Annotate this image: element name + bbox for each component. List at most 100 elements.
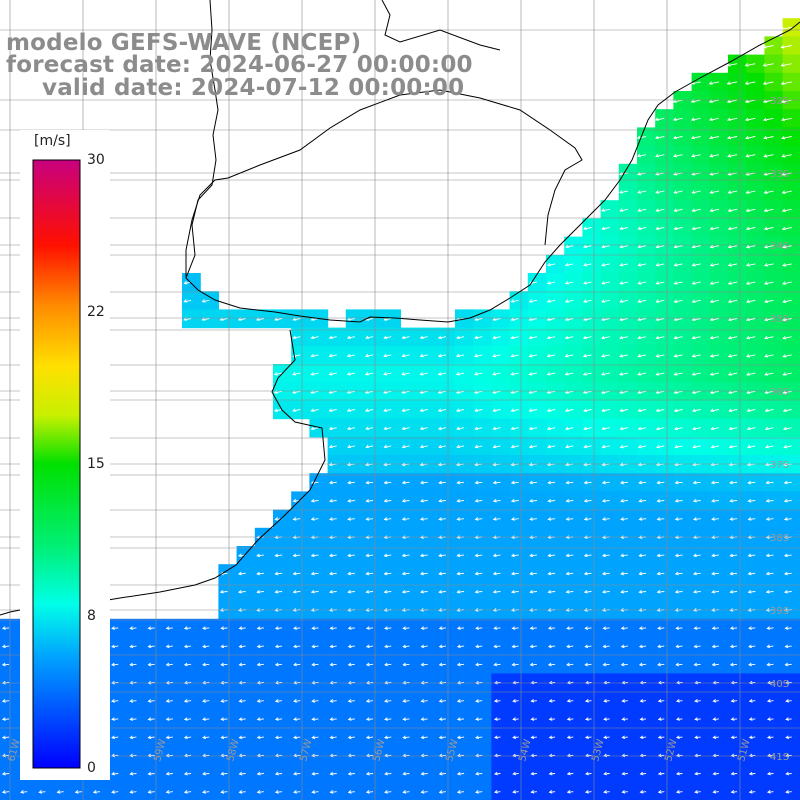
wind-cell (382, 418, 401, 438)
wind-cell (254, 582, 274, 602)
wind-arrow-head (456, 771, 461, 776)
wind-arrow-head (383, 372, 388, 376)
wind-cell (473, 746, 492, 765)
wind-cell (637, 364, 656, 383)
wind-arrow-head (565, 571, 570, 576)
wind-cell (18, 782, 37, 800)
wind-cell (236, 728, 256, 747)
wind-cell (218, 655, 238, 674)
wind-arrow (711, 500, 719, 502)
wind-arrow (511, 591, 519, 593)
wind-arrow-head (727, 263, 732, 267)
wind-arrow-head (111, 644, 115, 649)
wind-arrow-head (256, 553, 261, 558)
wind-arrow (730, 591, 738, 593)
wind-arrow-head (566, 771, 571, 776)
wind-arrow-head (438, 644, 443, 649)
wind-cell (509, 746, 529, 765)
wind-arrow-head (547, 662, 552, 667)
wind-arrow-head (493, 699, 498, 703)
wind-cell (455, 473, 474, 492)
wind-cell (546, 436, 565, 456)
wind-arrow (728, 336, 738, 339)
wind-cell (546, 655, 565, 674)
wind-cell (564, 418, 583, 438)
wind-arrow (712, 554, 719, 557)
wind-arrow (710, 372, 719, 376)
wind-arrow-head (729, 480, 734, 485)
wind-arrow-head (310, 498, 315, 503)
wind-cell (309, 691, 329, 711)
wind-arrow-head (546, 317, 551, 321)
wind-arrow-head (202, 644, 206, 649)
wind-arrow-head (365, 553, 370, 558)
wind-cell (582, 491, 602, 511)
wind-arrow (637, 154, 647, 157)
wind-cell (673, 709, 693, 729)
wind-arrow-head (384, 699, 388, 703)
wind-cell (382, 436, 401, 456)
wind-cell (382, 637, 401, 656)
wind-arrow-head (584, 790, 589, 794)
wind-arrow-head (493, 626, 498, 630)
wind-cell (691, 436, 711, 456)
wind-cell (764, 782, 784, 800)
wind-arrow-head (492, 589, 497, 594)
wind-cell (455, 655, 474, 674)
wind-arrow-head (530, 790, 535, 794)
wind-arrow-head (726, 99, 731, 103)
wind-arrow (584, 481, 592, 484)
wind-cell (618, 182, 638, 201)
wind-cell (673, 618, 693, 638)
wind-cell (436, 709, 456, 729)
wind-arrow (709, 81, 719, 85)
wind-cell (564, 491, 583, 511)
wind-arrow-head (783, 480, 788, 485)
wind-cell (364, 509, 383, 529)
wind-cell (764, 455, 784, 474)
wind-cell (382, 473, 401, 492)
wind-arrow-head (711, 644, 716, 649)
wind-cell (436, 746, 456, 765)
wind-cell (455, 400, 474, 420)
wind-arrow-head (564, 408, 569, 412)
forecast-date: forecast date: 2024-06-27 00:00:00 (6, 52, 473, 78)
wind-arrow (602, 572, 610, 575)
wind-arrow-head (566, 662, 570, 667)
wind-cell (709, 473, 729, 492)
wind-arrow-head (384, 735, 388, 740)
wind-arrow-head (584, 735, 589, 740)
wind-cell (418, 327, 438, 347)
wind-cell (673, 491, 693, 511)
wind-arrow-head (310, 353, 315, 358)
wind-cell (491, 728, 511, 747)
wind-cell (691, 746, 711, 765)
wind-arrow (366, 572, 374, 575)
wind-cell (709, 546, 729, 565)
wind-arrow-head (419, 517, 424, 521)
wind-arrow-head (783, 571, 788, 576)
wind-arrow (639, 554, 647, 557)
wind-arrow-head (474, 608, 479, 612)
wind-arrow-head (565, 281, 569, 285)
latitude-label: 32S (770, 96, 789, 107)
wind-arrow (657, 518, 665, 520)
wind-cell (291, 327, 310, 347)
wind-cell (673, 91, 693, 110)
wind-cell (382, 728, 401, 747)
wind-arrow-head (310, 608, 315, 612)
wind-arrow-head (655, 299, 660, 303)
wind-cell (728, 54, 747, 74)
wind-cell (691, 509, 711, 529)
wind-cell (364, 309, 383, 329)
wind-cell (400, 782, 420, 800)
wind-arrow (783, 390, 792, 394)
wind-arrow (584, 572, 592, 575)
wind-arrow-head (638, 553, 643, 558)
wind-arrow (783, 409, 792, 412)
wind-arrow-head (401, 589, 406, 594)
wind-cell (764, 691, 784, 711)
wind-arrow (728, 354, 738, 358)
wind-arrow-head (764, 299, 768, 303)
